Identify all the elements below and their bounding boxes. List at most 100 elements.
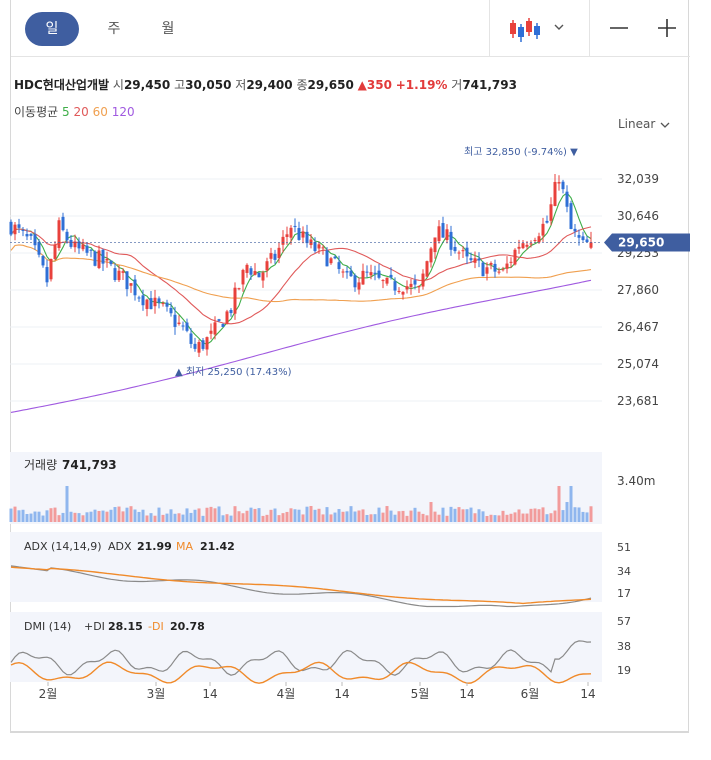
adx-ma-label: MA: [176, 540, 193, 553]
volume-bar: [129, 506, 133, 522]
volume-bar: [453, 508, 457, 522]
tab-daily[interactable]: 일: [25, 12, 79, 46]
chevron-down-icon: [554, 24, 564, 30]
volume-bar: [533, 508, 537, 522]
candle-body: [193, 343, 197, 349]
chart-type-selector[interactable]: [505, 14, 565, 44]
change-pct: +1.19%: [395, 78, 448, 92]
candle-body: [501, 269, 505, 271]
volume-bar: [49, 508, 53, 522]
volume-bar: [213, 508, 217, 522]
volume-bar: [461, 509, 465, 522]
dmi-y-tick: 57: [617, 615, 631, 628]
zoom-in-button[interactable]: [655, 14, 681, 42]
volume-bar: [501, 510, 505, 522]
candle-body: [273, 253, 277, 260]
volume-bar: [229, 515, 233, 522]
volume-label: 거: [451, 78, 463, 92]
candle-body: [109, 260, 113, 265]
volume-bar: [481, 511, 485, 522]
candle-body: [101, 249, 105, 264]
scale-label: Linear: [618, 117, 656, 131]
candle-body: [261, 272, 265, 281]
volume-title: 거래량: [24, 458, 57, 472]
candle-body: [249, 268, 253, 275]
candle-body: [13, 224, 17, 235]
tab-weekly[interactable]: 주: [107, 21, 121, 37]
volume-bar: [245, 510, 249, 522]
candle-body: [37, 241, 41, 255]
candle-body: [85, 245, 89, 253]
volume-bar: [169, 509, 173, 522]
scale-selector[interactable]: Linear: [618, 117, 671, 131]
candle-body: [573, 228, 577, 232]
volume-bar: [105, 511, 109, 522]
candle-body: [41, 256, 45, 266]
volume-bar: [317, 508, 321, 522]
current-price-label: 29,650: [618, 235, 664, 249]
candle-body: [153, 297, 157, 307]
volume-bar: [325, 507, 329, 522]
candle-body: [57, 220, 61, 248]
volume-bar: [181, 514, 185, 522]
candle-body: [405, 286, 409, 290]
volume-bar: [581, 511, 585, 522]
low-annotation: ▲ 최저 25,250 (17.43%): [175, 366, 292, 378]
candle-body: [289, 227, 293, 238]
tab-monthly[interactable]: 월: [161, 21, 175, 37]
ma-label: 이동평균: [14, 105, 59, 119]
minus-di-label: -DI: [148, 620, 164, 633]
candle-body: [485, 267, 489, 274]
date-tick-label: 3월: [147, 687, 166, 701]
volume-bar: [209, 506, 213, 522]
volume-bar: [297, 509, 301, 522]
candle-body: [201, 340, 205, 349]
volume-value: 741,793: [62, 458, 117, 472]
volume-bar: [437, 514, 441, 522]
volume-bar: [265, 514, 269, 522]
candle-body: [537, 236, 541, 243]
volume-bar: [405, 515, 409, 522]
candle-body: [149, 298, 153, 310]
candle-body: [429, 248, 433, 263]
candle-body: [457, 252, 461, 254]
candle-body: [65, 231, 69, 241]
volume-bar: [509, 513, 513, 522]
volume-bar: [65, 486, 69, 522]
candle-body: [417, 285, 421, 288]
price-tick-label: 25,074: [617, 357, 659, 371]
price-grid: [10, 178, 602, 402]
candle-body: [141, 295, 145, 306]
volume-bar: [177, 513, 181, 522]
volume-bar: [173, 513, 177, 522]
candle-body: [393, 281, 397, 291]
candle-body: [381, 280, 385, 282]
zoom-out-button[interactable]: [607, 14, 633, 42]
candle-body: [521, 243, 525, 249]
candle-body: [253, 271, 257, 275]
volume-bar: [469, 507, 473, 522]
candle-body: [209, 330, 213, 334]
volume-bar: [189, 512, 193, 522]
adx-ma-line: [10, 566, 592, 605]
adx-y-tick: 34: [617, 565, 631, 578]
volume-bar: [73, 512, 77, 522]
candle-body: [77, 241, 81, 249]
price-axis: 32,03930,64629,25327,86026,46725,07423,6…: [10, 172, 690, 408]
volume-bar: [25, 514, 29, 522]
volume-bar: [473, 513, 477, 522]
candle-body: [17, 224, 21, 228]
candle-body: [565, 191, 569, 207]
volume-bar: [545, 514, 549, 522]
volume-bar: [257, 508, 261, 522]
candle-body: [45, 267, 49, 283]
candle-body: [185, 322, 189, 331]
candle-body: [541, 223, 545, 236]
volume-bar: [457, 507, 461, 522]
volume-bar: [373, 514, 377, 522]
volume-bar: [249, 507, 253, 522]
candle-body: [49, 258, 53, 280]
volume-bar: [357, 510, 361, 522]
date-tick-label: 6월: [521, 687, 540, 701]
